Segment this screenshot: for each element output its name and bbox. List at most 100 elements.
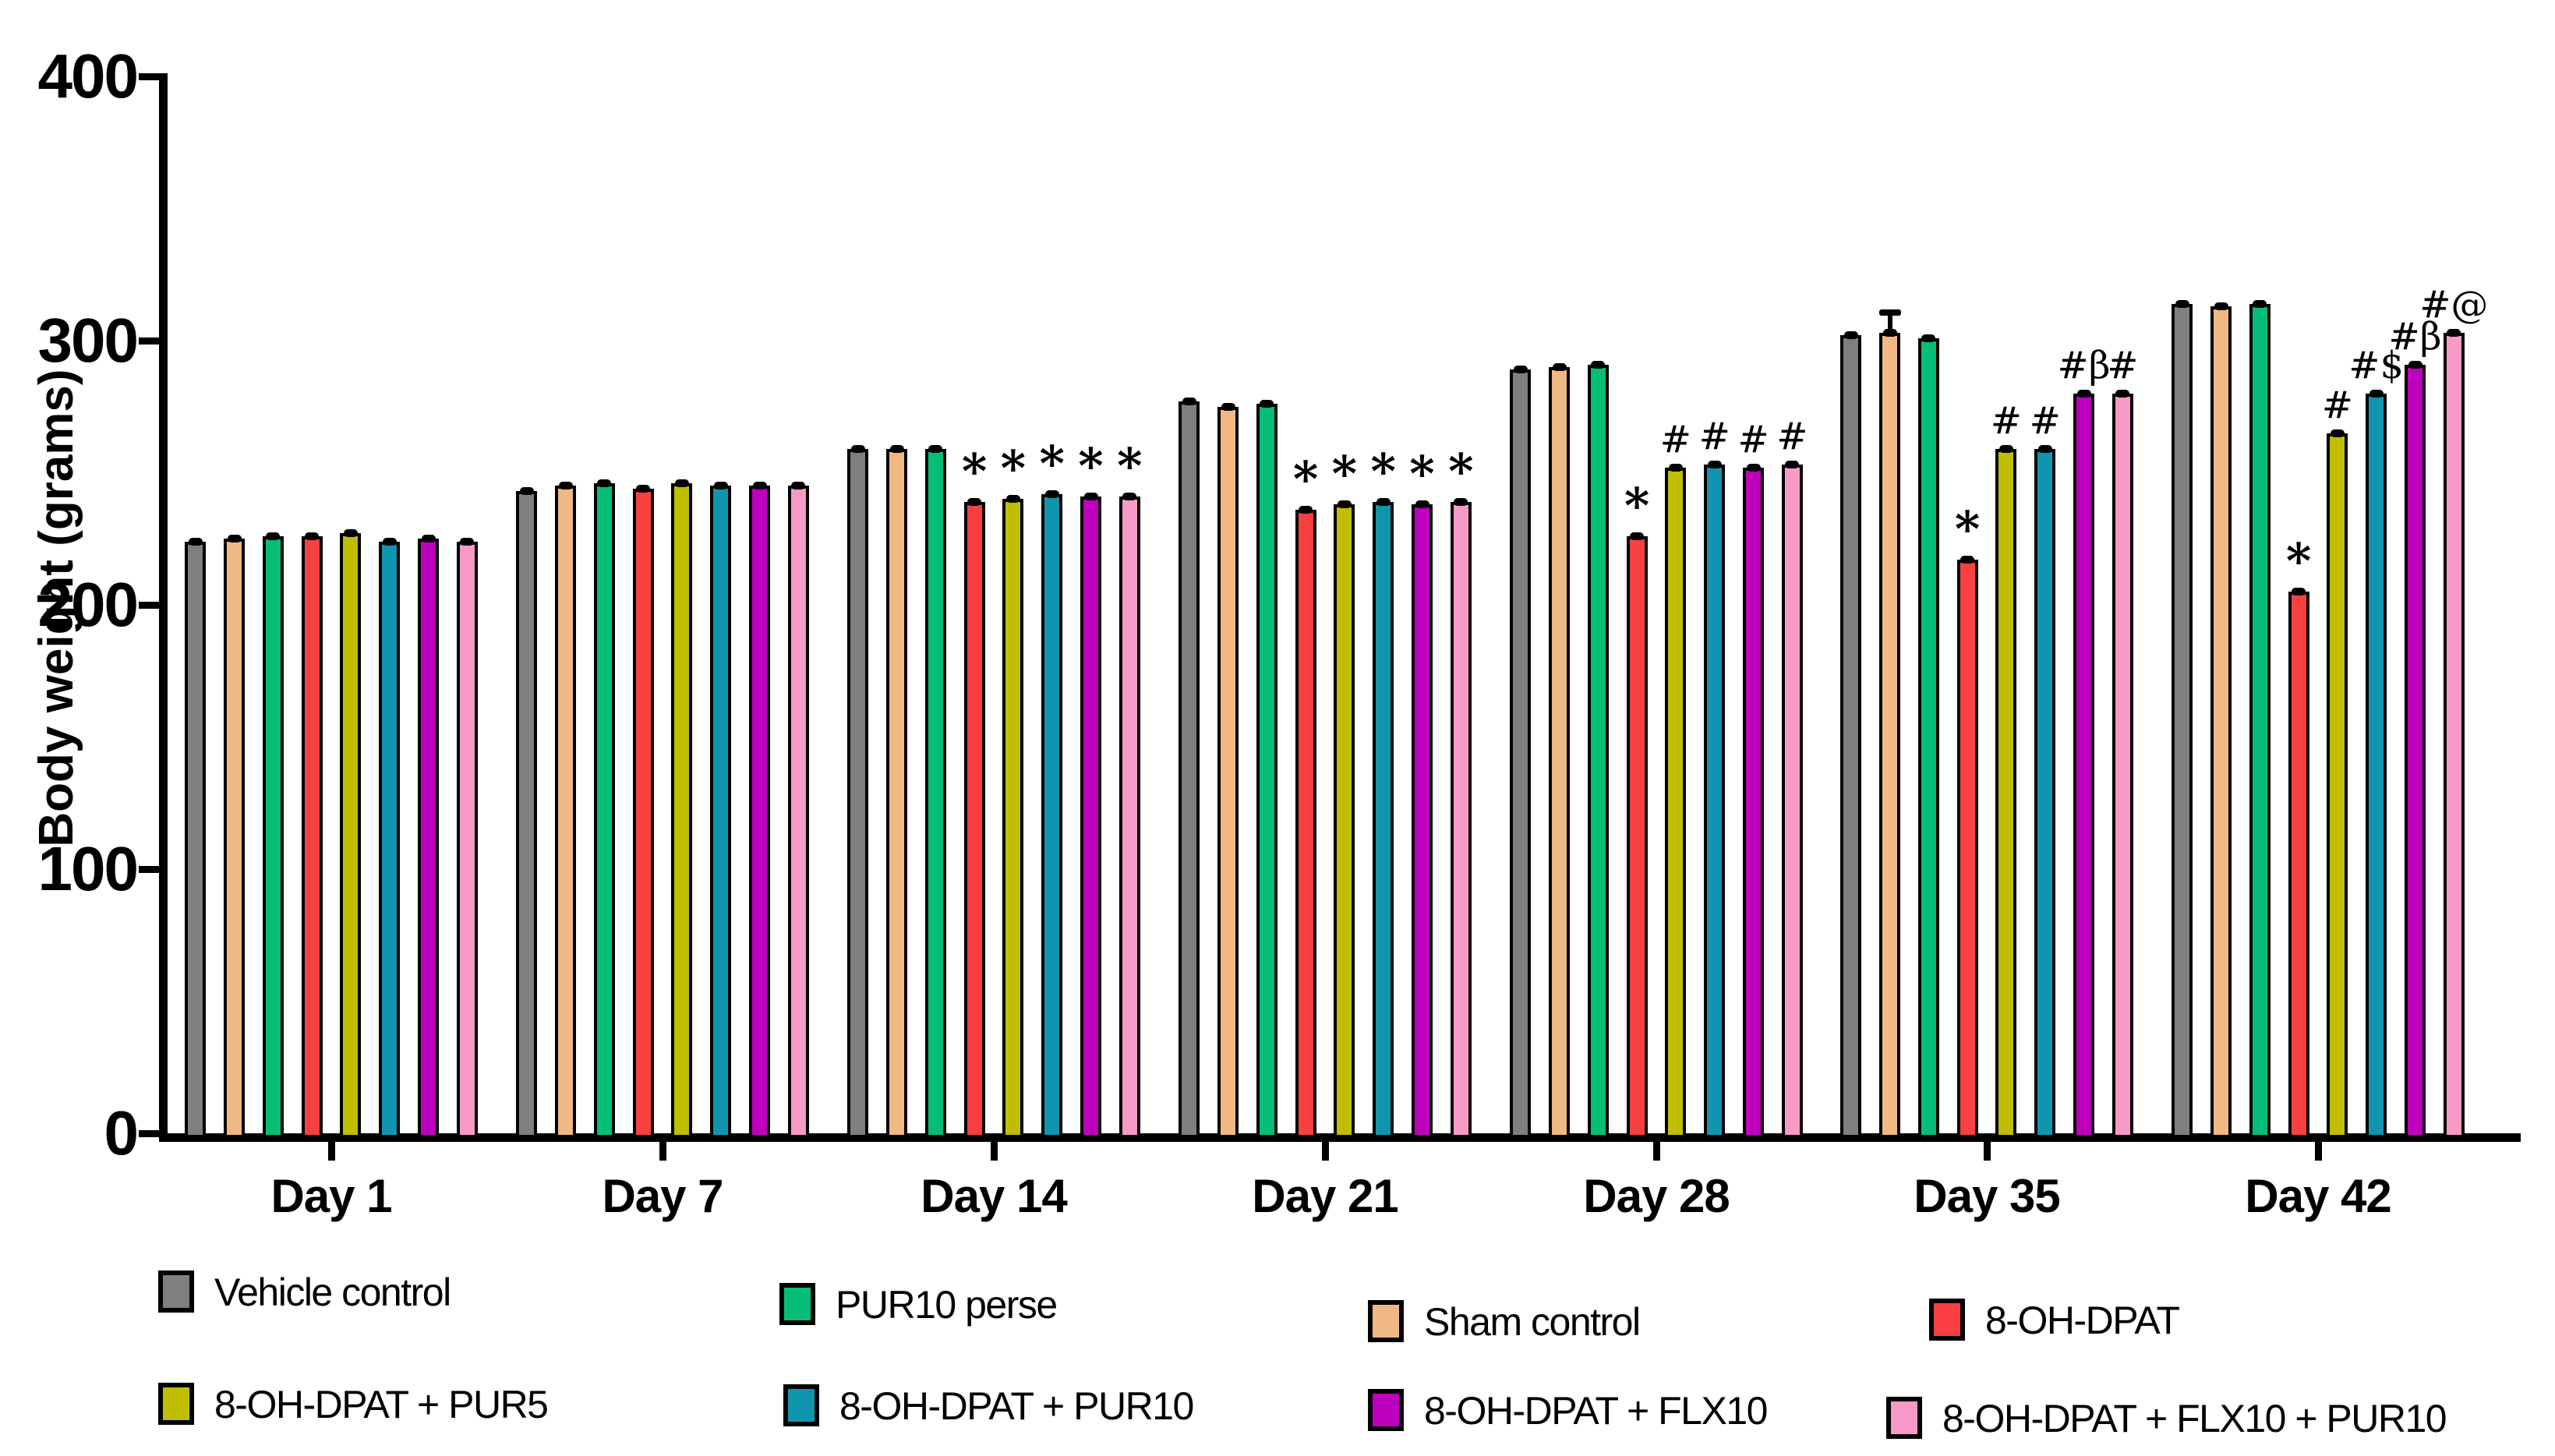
- error-cap-bar-8-oh-dpat-flx10-pur10-day-42: [2447, 328, 2461, 337]
- error-cap-bar-8-oh-dpat-pur10-day-35: [2037, 444, 2052, 453]
- bar-8-oh-dpat-pur10-day-28: [1704, 465, 1726, 1138]
- bar-8-oh-dpat-day-14: [963, 501, 985, 1138]
- annotation-8-oh-dpat-day-42: *: [2285, 532, 2312, 590]
- x-tick-label-day-21: Day 21: [1252, 1170, 1398, 1222]
- bar-8-oh-dpat-flx10-pur10-day-1: [456, 541, 478, 1138]
- error-cap-bar-sham-control-day-14: [889, 444, 904, 453]
- bar-8-oh-dpat-flx10-pur10-day-14: [1118, 497, 1140, 1138]
- error-cap-bar-vehicle-control-day-42: [2175, 299, 2189, 308]
- error-cap-bar-8-oh-dpat-pur5-day-42: [2330, 429, 2345, 437]
- annotation-8-oh-dpat-pur5-day-14: *: [1000, 440, 1027, 497]
- y-tick-300: [139, 337, 159, 345]
- y-tick-100: [139, 866, 159, 873]
- bar-8-oh-dpat-flx10-day-21: [1412, 504, 1433, 1138]
- y-tick-label-0: 0: [104, 1098, 140, 1168]
- x-tick-day-14: [991, 1140, 998, 1161]
- error-cap-bar-8-oh-dpat-day-1: [305, 532, 320, 540]
- error-cap-bar-8-oh-dpat-pur5-day-21: [1337, 500, 1352, 509]
- error-cap-bar-pur10-perse-day-28: [1591, 360, 1606, 369]
- x-tick-label-day-35: Day 35: [1914, 1170, 2060, 1222]
- bar-vehicle-control-day-35: [1840, 335, 1862, 1138]
- annotation-8-oh-dpat-flx10-day-21: *: [1409, 445, 1435, 503]
- bar-sham-control-day-42: [2210, 306, 2232, 1138]
- annotation-8-oh-dpat-day-21: *: [1292, 450, 1319, 507]
- bar-vehicle-control-day-14: [847, 448, 869, 1138]
- annotation-8-oh-dpat-pur5-day-28: #: [1659, 417, 1691, 461]
- legend-item-vehicle-control: Vehicle control: [158, 1270, 451, 1314]
- error-cap-bar-8-oh-dpat-flx10-pur10-day-35: [2115, 389, 2130, 398]
- x-tick-day-1: [328, 1140, 335, 1161]
- error-whisker-bar-sham-control-day-35: [1887, 313, 1892, 333]
- bar-8-oh-dpat-flx10-pur10-day-28: [1781, 465, 1803, 1138]
- legend-label-sham-control: Sham control: [1424, 1300, 1641, 1344]
- bar-vehicle-control-day-21: [1179, 401, 1200, 1138]
- error-cap-bar-8-oh-dpat-day-28: [1630, 532, 1645, 540]
- bar-pur10-perse-day-7: [593, 483, 615, 1138]
- x-tick-day-42: [2315, 1140, 2322, 1161]
- error-cap-bar-sham-control-day-42: [2214, 302, 2228, 310]
- error-cap-bar-8-oh-dpat-pur5-day-14: [1005, 495, 1020, 504]
- bar-8-oh-dpat-pur5-day-35: [1995, 448, 2017, 1138]
- bar-8-oh-dpat-pur10-day-14: [1041, 493, 1063, 1138]
- error-cap-bar-vehicle-control-day-14: [850, 444, 865, 453]
- annotation-8-oh-dpat-flx10-day-35: #β: [2057, 343, 2111, 387]
- legend-swatch-8-oh-dpat-flx10: [1368, 1389, 1404, 1431]
- annotation-8-oh-dpat-day-35: *: [1954, 500, 1981, 558]
- bar-8-oh-dpat-pur5-day-1: [340, 533, 362, 1138]
- error-cap-bar-8-oh-dpat-flx10-day-28: [1746, 463, 1761, 472]
- bar-8-oh-dpat-pur5-day-21: [1334, 504, 1355, 1138]
- bar-8-oh-dpat-day-42: [2288, 592, 2309, 1138]
- annotation-8-oh-dpat-flx10-pur10-day-14: *: [1117, 437, 1143, 494]
- legend-swatch-8-oh-dpat-pur10: [783, 1384, 819, 1426]
- x-tick-label-day-1: Day 1: [270, 1170, 392, 1222]
- legend-swatch-8-oh-dpat: [1929, 1299, 1965, 1341]
- x-tick-label-day-28: Day 28: [1583, 1170, 1730, 1222]
- annotation-8-oh-dpat-flx10-day-42: #β: [2388, 314, 2442, 359]
- y-tick-400: [139, 73, 159, 80]
- bar-8-oh-dpat-flx10-day-7: [749, 486, 770, 1138]
- bar-8-oh-dpat-pur10-day-35: [2034, 448, 2056, 1138]
- x-tick-day-35: [1984, 1140, 1991, 1161]
- bar-8-oh-dpat-flx10-day-42: [2405, 364, 2426, 1138]
- error-cap-bar-pur10-perse-day-35: [1921, 334, 1936, 342]
- bar-8-oh-dpat-pur10-day-21: [1373, 501, 1394, 1138]
- error-cap-bar-sham-control-day-28: [1552, 362, 1567, 371]
- bar-pur10-perse-day-28: [1587, 364, 1609, 1138]
- x-tick-label-day-14: Day 14: [921, 1170, 1067, 1222]
- bar-8-oh-dpat-pur10-day-42: [2366, 393, 2387, 1138]
- bar-pur10-perse-day-1: [262, 535, 284, 1138]
- bar-8-oh-dpat-pur10-day-1: [379, 541, 401, 1138]
- error-cap-bar-8-oh-dpat-flx10-pur10-day-14: [1122, 493, 1137, 500]
- annotation-8-oh-dpat-pur10-day-42: #$: [2348, 343, 2405, 387]
- error-cap-bar-vehicle-control-day-1: [188, 537, 203, 546]
- error-cap-bar-vehicle-control-day-21: [1182, 397, 1196, 405]
- annotation-8-oh-dpat-pur5-day-35: #: [1990, 398, 2022, 443]
- y-axis-line: [159, 73, 168, 1141]
- error-cap-bar-pur10-perse-day-21: [1260, 400, 1274, 408]
- error-cap-bar-8-oh-dpat-pur5-day-1: [343, 529, 358, 538]
- bar-sham-control-day-35: [1879, 332, 1900, 1138]
- legend-swatch-pur10-perse: [779, 1283, 815, 1325]
- annotation-8-oh-dpat-flx10-pur10-day-42: #@: [2419, 282, 2489, 327]
- bar-vehicle-control-day-28: [1510, 369, 1532, 1138]
- bar-sham-control-day-28: [1549, 366, 1570, 1138]
- error-cap-bar-8-oh-dpat-pur5-day-7: [674, 479, 689, 488]
- error-cap-bar-8-oh-dpat-pur10-day-21: [1376, 497, 1391, 506]
- annotation-8-oh-dpat-pur10-day-21: *: [1370, 442, 1396, 500]
- bar-8-oh-dpat-day-7: [632, 488, 654, 1138]
- annotation-8-oh-dpat-day-28: *: [1624, 476, 1650, 534]
- legend-swatch-8-oh-dpat-flx10-pur10: [1886, 1397, 1922, 1439]
- legend-label-8-oh-dpat-pur5: 8-OH-DPAT + PUR5: [214, 1383, 549, 1426]
- annotation-8-oh-dpat-pur5-day-42: #: [2321, 383, 2353, 427]
- error-cap-bar-8-oh-dpat-day-35: [1960, 556, 1975, 564]
- error-cap-bar-pur10-perse-day-1: [266, 532, 281, 540]
- bar-8-oh-dpat-pur5-day-42: [2327, 433, 2348, 1138]
- error-cap-bar-vehicle-control-day-7: [519, 487, 534, 496]
- bar-pur10-perse-day-14: [924, 448, 946, 1138]
- annotation-8-oh-dpat-pur5-day-21: *: [1331, 445, 1358, 503]
- error-cap-bar-8-oh-dpat-pur5-day-28: [1668, 463, 1683, 472]
- error-cap-bar-8-oh-dpat-day-7: [636, 484, 651, 493]
- error-cap-bar-8-oh-dpat-pur10-day-14: [1044, 489, 1059, 498]
- error-cap-bar-8-oh-dpat-flx10-pur10-day-1: [460, 537, 475, 546]
- bar-8-oh-dpat-flx10-day-14: [1080, 497, 1101, 1138]
